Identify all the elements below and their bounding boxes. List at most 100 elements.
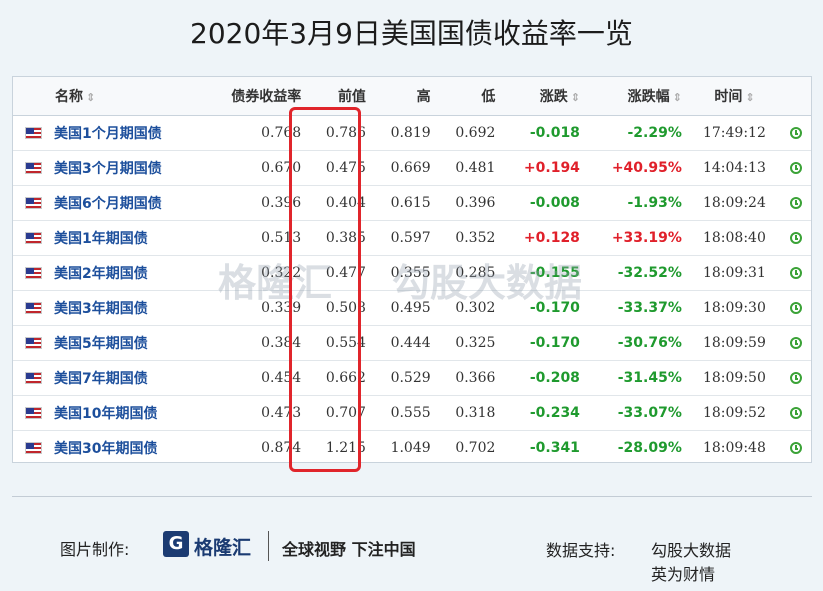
- data-support-source-2: 英为财情: [651, 565, 716, 584]
- cell-pct: -2.29%: [585, 115, 688, 151]
- col-header-time-label: 时间: [714, 89, 743, 105]
- table-row[interactable]: 美国1年期国债 0.513 0.385 0.597 0.352 +0.128 +33.19%…: [13, 220, 811, 256]
- col-header-name[interactable]: 名称 ⇕: [13, 77, 206, 116]
- cell-name[interactable]: 美国3年期国债: [13, 290, 206, 326]
- cell-low: 0.481: [436, 150, 502, 186]
- cell-high: 1.049: [390, 440, 431, 456]
- bond-name-link[interactable]: 美国6个月期国债: [54, 196, 162, 212]
- cell-clock[interactable]: [781, 395, 811, 431]
- cell-name[interactable]: 美国1个月期国债: [13, 115, 206, 151]
- cell-clock[interactable]: [781, 360, 811, 396]
- col-header-change[interactable]: 涨跌 ⇕: [501, 77, 586, 116]
- cell-prev: 0.707: [307, 395, 372, 431]
- cell-change: +0.128: [501, 220, 586, 256]
- table-row[interactable]: 美国3年期国债 0.339 0.508 0.495 0.302 -0.170 -33.37%…: [13, 290, 811, 326]
- table-row[interactable]: 美国10年期国债 0.473 0.707 0.555 0.318 -0.234 -33.07…: [13, 395, 811, 431]
- cell-low: 0.366: [436, 360, 502, 396]
- sort-icon: ⇕: [672, 91, 682, 104]
- cell-name[interactable]: 美国1年期国债: [13, 220, 206, 256]
- clock-icon[interactable]: [790, 407, 802, 419]
- col-header-yield: 债券收益率: [205, 77, 308, 116]
- cell-low: 0.285: [436, 255, 502, 291]
- table-body: 美国1个月期国债 0.768 0.786 0.819 0.692 -0.018 -2.29%…: [13, 115, 811, 463]
- cell-clock[interactable]: [781, 325, 811, 361]
- clock-icon[interactable]: [790, 162, 802, 174]
- cell-prev: 0.786: [307, 115, 372, 151]
- us-flag-icon: [25, 267, 42, 279]
- us-flag-icon: [25, 337, 42, 349]
- cell-clock[interactable]: [781, 185, 811, 221]
- col-header-low: 低: [436, 77, 502, 116]
- clock-icon[interactable]: [790, 442, 802, 454]
- cell-yield: 0.513: [205, 220, 308, 256]
- cell-change: -0.170: [501, 325, 586, 361]
- cell-clock[interactable]: [781, 255, 811, 291]
- table-header-row: 名称 ⇕ 债券收益率 前值 高 低 涨跌 ⇕ 涨跌幅 ⇕ 时间 ⇕: [13, 77, 811, 116]
- table-row[interactable]: 美国3个月期国债 0.670 0.475 0.669 0.481 +0.194 +40.95…: [13, 150, 811, 186]
- cell-clock[interactable]: [781, 220, 811, 256]
- data-support-source-1: 勾股大数据: [651, 541, 732, 560]
- cell-name[interactable]: 美国7年期国债: [13, 360, 206, 396]
- cell-change: -0.341: [529, 440, 580, 456]
- cell-pct: -1.93%: [585, 185, 688, 221]
- table-row[interactable]: 美国2年期国债 0.322 0.477 0.355 0.285 -0.155 -32.52%…: [13, 255, 811, 291]
- us-flag-icon: [25, 407, 42, 419]
- clock-icon[interactable]: [790, 337, 802, 349]
- bond-name-link[interactable]: 美国10年期国债: [54, 406, 158, 422]
- cell-name[interactable]: 美国30年期国债: [13, 431, 205, 463]
- cell-name[interactable]: 美国3个月期国债: [13, 150, 206, 186]
- cell-clock[interactable]: [781, 290, 811, 326]
- clock-icon[interactable]: [790, 197, 802, 209]
- cell-yield: 0.322: [205, 255, 308, 291]
- table-row[interactable]: 美国30年期国债 0.874 1.215 1.049 0.702 -0.341 -28.09…: [13, 431, 811, 463]
- us-flag-icon: [25, 302, 42, 314]
- bond-yield-table: 名称 ⇕ 债券收益率 前值 高 低 涨跌 ⇕ 涨跌幅 ⇕ 时间 ⇕ 美国1个月期国债 0.…: [12, 76, 812, 463]
- made-by-label: 图片制作:: [60, 540, 130, 559]
- cell-low: 0.692: [436, 115, 502, 151]
- cell-name[interactable]: 美国10年期国债: [13, 395, 206, 431]
- bond-name-link[interactable]: 美国7年期国债: [54, 371, 148, 387]
- col-header-time[interactable]: 时间 ⇕: [687, 77, 781, 116]
- cell-high: 0.669: [371, 150, 437, 186]
- bond-name-link[interactable]: 美国5年期国债: [54, 336, 148, 352]
- table-row[interactable]: 美国1个月期国债 0.768 0.786 0.819 0.692 -0.018 -2.29%…: [13, 115, 811, 151]
- clock-icon[interactable]: [790, 127, 802, 139]
- cell-clock[interactable]: [781, 150, 811, 186]
- col-header-name-label: 名称: [55, 89, 83, 105]
- bond-name-link[interactable]: 美国1年期国债: [54, 231, 148, 247]
- cell-low: 0.352: [436, 220, 502, 256]
- bond-name-link[interactable]: 美国3年期国债: [54, 301, 148, 317]
- us-flag-icon: [25, 372, 42, 384]
- cell-name[interactable]: 美国5年期国债: [13, 325, 206, 361]
- bond-name-link[interactable]: 美国2年期国债: [54, 266, 148, 282]
- clock-icon[interactable]: [790, 232, 802, 244]
- cell-clock[interactable]: [781, 431, 811, 463]
- cell-name[interactable]: 美国2年期国债: [13, 255, 206, 291]
- col-header-pct[interactable]: 涨跌幅 ⇕: [585, 77, 688, 116]
- cell-yield: 0.384: [205, 325, 308, 361]
- cell-low: 0.396: [436, 185, 502, 221]
- table-row[interactable]: 美国5年期国债 0.384 0.554 0.444 0.325 -0.170 -30.76%…: [13, 325, 811, 361]
- clock-icon[interactable]: [790, 267, 802, 279]
- clock-icon[interactable]: [790, 302, 802, 314]
- bond-name-link[interactable]: 美国3个月期国债: [54, 161, 162, 177]
- cell-time: 18:09:59: [687, 325, 781, 361]
- cell-low: 0.702: [455, 440, 496, 456]
- cell-pct: -30.76%: [585, 325, 688, 361]
- cell-change: +0.194: [501, 150, 586, 186]
- cell-low: 0.325: [436, 325, 502, 361]
- cell-high: 0.597: [371, 220, 437, 256]
- cell-name[interactable]: 美国6个月期国债: [13, 185, 206, 221]
- cell-yield: 0.454: [205, 360, 308, 396]
- cell-low: 0.318: [436, 395, 502, 431]
- bond-name-link[interactable]: 美国1个月期国债: [54, 126, 162, 142]
- cell-time: 18:09:31: [687, 255, 781, 291]
- bond-name-link[interactable]: 美国30年期国债: [54, 441, 158, 457]
- clock-icon[interactable]: [790, 372, 802, 384]
- cell-clock[interactable]: [781, 115, 811, 151]
- cell-time: 18:09:50: [687, 360, 781, 396]
- table-row[interactable]: 美国7年期国债 0.454 0.662 0.529 0.366 -0.208 -31.45%…: [13, 360, 811, 396]
- us-flag-icon: [25, 127, 42, 139]
- table-row[interactable]: 美国6个月期国债 0.396 0.404 0.615 0.396 -0.008 -1.93%…: [13, 185, 811, 221]
- cell-change: -0.155: [501, 255, 586, 291]
